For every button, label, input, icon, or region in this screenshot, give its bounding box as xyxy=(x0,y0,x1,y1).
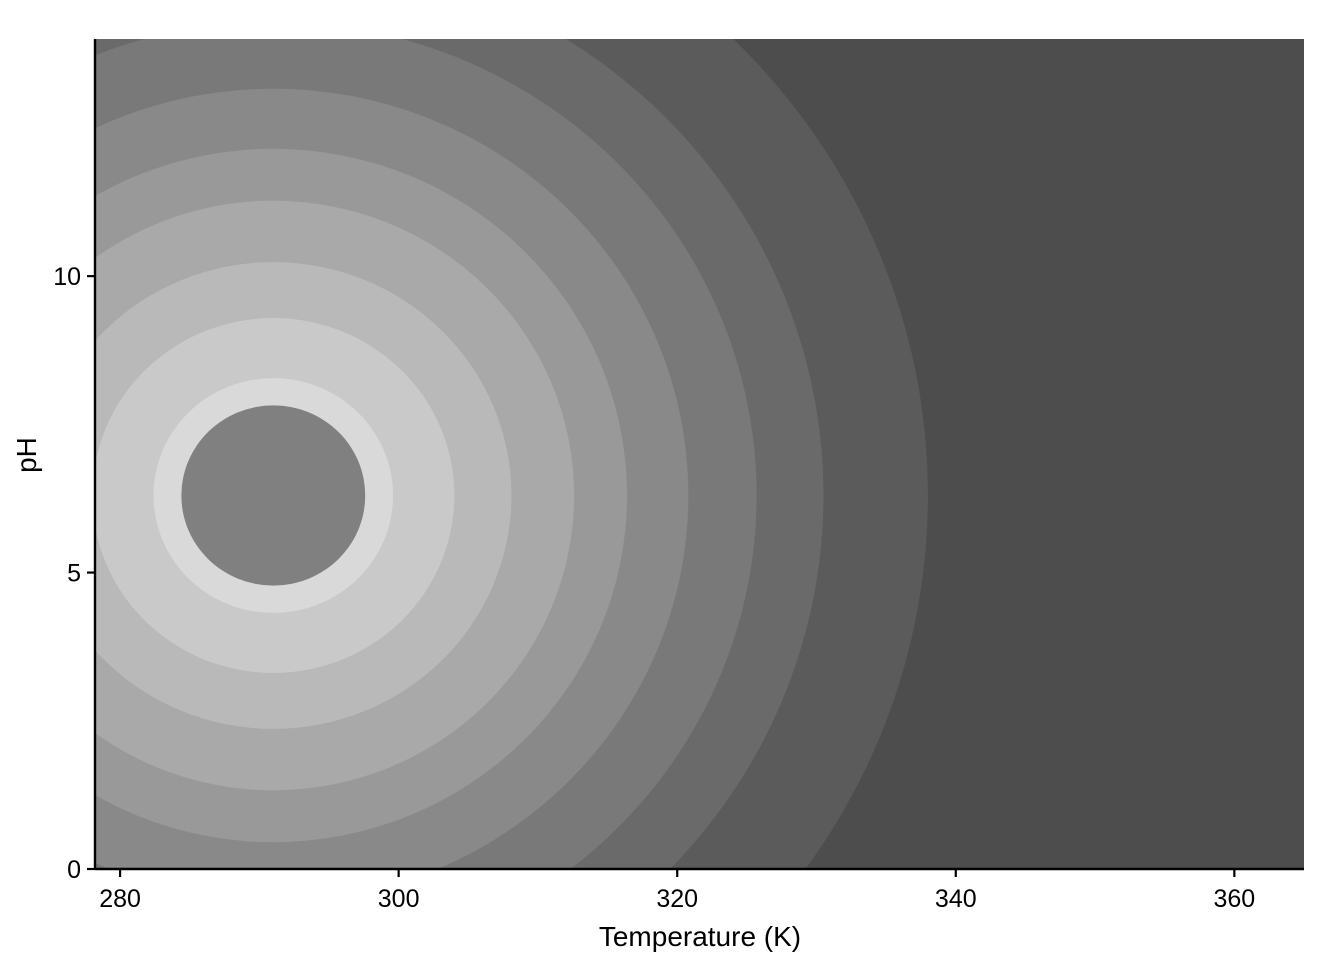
x-tick-label: 320 xyxy=(656,885,698,913)
plot-area xyxy=(95,39,1304,869)
x-tick-label: 340 xyxy=(935,885,977,913)
y-tick-label: 0 xyxy=(67,856,81,884)
x-tick-label: 300 xyxy=(378,885,420,913)
y-tick-label: 5 xyxy=(67,560,81,588)
y-tick-label: 10 xyxy=(53,263,81,291)
contour-band-10 xyxy=(181,405,366,586)
x-tick-label: 280 xyxy=(99,885,141,913)
axes: 280 300 320 340 360 0 5 10 xyxy=(53,39,1304,913)
y-axis-title: pH xyxy=(11,437,42,473)
x-axis-title: Temperature (K) xyxy=(599,921,801,952)
x-tick-label: 360 xyxy=(1213,885,1255,913)
